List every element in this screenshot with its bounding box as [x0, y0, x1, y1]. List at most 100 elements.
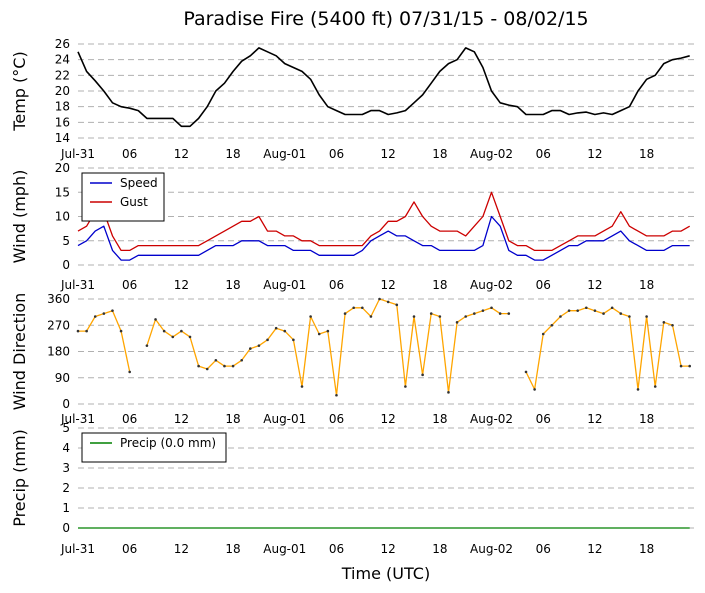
- precip-ytick-label: 1: [62, 501, 70, 515]
- wind-direction-point: [550, 323, 554, 327]
- wind-direction-point: [154, 318, 157, 321]
- temp-xtick-label: 06: [122, 147, 137, 161]
- wind-direction-xtick-label: 12: [587, 412, 602, 426]
- wind-direction-point: [102, 312, 106, 315]
- wind-direction-point: [498, 312, 502, 315]
- wind-direction-series-line: [78, 298, 690, 396]
- wind-direction-point: [404, 385, 407, 388]
- wind-direction-point: [274, 326, 278, 330]
- wind-direction-point: [662, 321, 666, 324]
- temp-ytick-label: 14: [55, 131, 70, 145]
- precip-ytick-label: 0: [62, 521, 70, 535]
- wind-direction-point: [249, 347, 252, 350]
- wind-direction-point: [628, 315, 631, 318]
- wind-direction-point: [490, 306, 493, 310]
- panel-wind-direction: 0 90 180 270 360 Jul-31 06 12 18 Aug-01 06 12 18 Aug-…: [10, 292, 694, 426]
- wind-direction-point: [145, 344, 149, 347]
- precip-xtick-label: 06: [122, 542, 137, 556]
- precip-ytick-label: 5: [62, 421, 70, 435]
- wind-direction-point: [429, 312, 433, 315]
- wind-direction-point: [653, 385, 657, 388]
- temp-y-axis-label: Temp (°C): [10, 51, 29, 131]
- wind-direction-point: [283, 329, 287, 333]
- wind-direction-point: [447, 391, 450, 394]
- temp-ytick-label: 20: [55, 84, 70, 98]
- wind-direction-point: [567, 309, 571, 312]
- wind-direction-ytick-label: 90: [55, 371, 70, 385]
- wind-direction-point: [223, 364, 226, 368]
- temp-xtick-label: 18: [639, 147, 654, 161]
- wind-direction-point: [352, 306, 355, 310]
- temp-xtick-label: Aug-02: [470, 147, 513, 161]
- wind-direction-point: [93, 315, 97, 318]
- wind-speed-xtick-label: 12: [381, 278, 396, 292]
- wind-speed-legend-label: Gust: [120, 195, 148, 209]
- wind-direction-point: [266, 338, 269, 342]
- wind-direction-point: [343, 312, 347, 315]
- wind-direction-point: [464, 315, 467, 318]
- temp-xtick-label: 06: [329, 147, 344, 161]
- wind-direction-point: [473, 312, 476, 315]
- precip-xtick-label: 12: [381, 542, 396, 556]
- temp-ytick-label: 26: [55, 37, 70, 51]
- precip-xtick-label: Aug-01: [263, 542, 306, 556]
- wind-direction-point: [205, 367, 209, 371]
- wind-speed-legend: Speed Gust: [81, 172, 165, 222]
- precip-ytick-label: 2: [62, 481, 70, 495]
- wind-direction-point: [386, 300, 390, 304]
- wind-direction-point: [300, 385, 304, 388]
- wind-direction-xtick-label: 18: [225, 412, 240, 426]
- temp-xtick-label: 12: [381, 147, 396, 161]
- wind-speed-xtick-label: 06: [329, 278, 344, 292]
- wind-speed-y-axis-label: Wind (mph): [10, 170, 29, 264]
- wind-speed-xtick-label: 18: [225, 278, 240, 292]
- wind-direction-point: [240, 358, 243, 362]
- wind-direction-point: [111, 309, 114, 312]
- wind-direction-point: [257, 344, 261, 347]
- temp-series-line: [77, 47, 690, 128]
- wind-speed-xtick-label: 12: [587, 278, 602, 292]
- precip-xtick-label: 12: [174, 542, 189, 556]
- wind-direction-point: [76, 329, 80, 333]
- precip-xtick-label: Aug-02: [470, 542, 513, 556]
- wind-direction-point: [162, 329, 166, 333]
- wind-speed-legend-label: Speed: [120, 176, 158, 190]
- wind-direction-xtick-label: 12: [381, 412, 396, 426]
- wind-direction-point: [85, 329, 88, 333]
- precip-legend-label: Precip (0.0 mm): [120, 436, 216, 450]
- wind-direction-point: [688, 364, 691, 368]
- wind-direction-xtick-label: 06: [122, 412, 137, 426]
- wind-direction-point: [576, 309, 579, 312]
- wind-direction-point: [585, 306, 588, 310]
- temp-ytick-label: 16: [55, 115, 70, 129]
- wind-direction-y-axis-label: Wind Direction: [10, 293, 29, 411]
- wind-speed-ytick-label: 10: [55, 210, 70, 224]
- x-axis-label: Time (UTC): [341, 564, 430, 583]
- wind-direction-xtick-label: Aug-02: [470, 412, 513, 426]
- wind-direction-point: [214, 358, 218, 362]
- wind-direction-point: [541, 332, 545, 336]
- wind-speed-series-line: [77, 215, 690, 261]
- wind-direction-point: [610, 306, 614, 310]
- wind-direction-xtick-label: 06: [329, 412, 344, 426]
- wind-direction-point: [619, 312, 623, 315]
- wind-speed-ytick-label: 5: [62, 234, 70, 248]
- wind-speed-xtick-label: 12: [174, 278, 189, 292]
- wind-speed-xtick-label: 06: [536, 278, 551, 292]
- temp-xtick-label: 12: [174, 147, 189, 161]
- wind-direction-point: [481, 309, 485, 312]
- wind-direction-point: [412, 315, 416, 318]
- wind-direction-point: [128, 370, 131, 374]
- wind-direction-point: [309, 315, 312, 318]
- panel-wind-speed: 0 5 10 15 20 Jul-31 06 12 18 Aug-01 06 12 18 Aug-02 06…: [10, 161, 694, 292]
- temp-xtick-label: Aug-01: [263, 147, 306, 161]
- wind-direction-point: [455, 321, 459, 324]
- wind-direction-point: [119, 329, 123, 333]
- precip-xtick-label: 06: [536, 542, 551, 556]
- wind-direction-xtick-label: 18: [639, 412, 654, 426]
- wind-direction-point: [395, 303, 399, 307]
- wind-direction-point: [292, 338, 295, 342]
